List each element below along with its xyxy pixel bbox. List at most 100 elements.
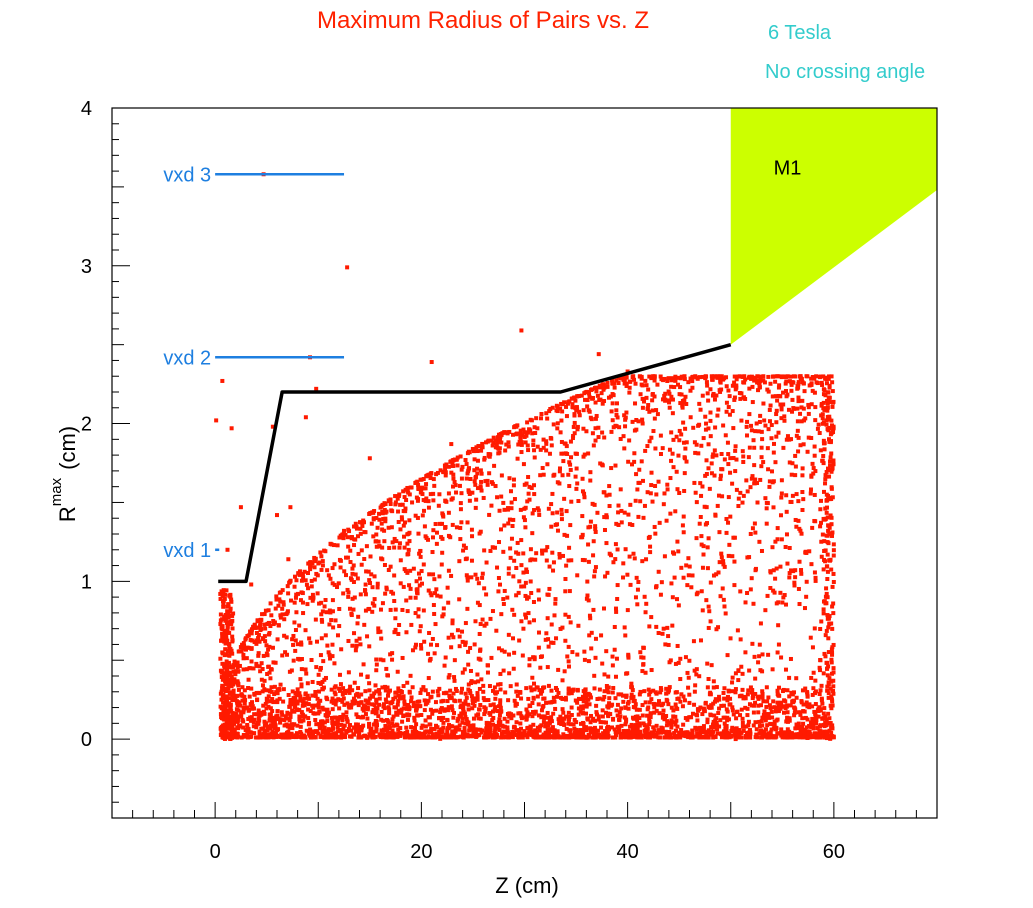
data-point bbox=[392, 536, 397, 541]
data-point bbox=[328, 656, 333, 661]
data-point bbox=[669, 581, 674, 586]
data-point bbox=[344, 555, 349, 560]
data-point bbox=[268, 706, 273, 711]
data-point bbox=[512, 725, 517, 730]
data-point bbox=[299, 735, 304, 740]
data-point bbox=[517, 439, 522, 444]
data-point bbox=[604, 720, 609, 725]
data-point bbox=[413, 611, 418, 616]
data-point bbox=[721, 562, 726, 567]
data-point bbox=[243, 647, 248, 652]
data-point bbox=[299, 640, 304, 645]
data-point bbox=[678, 656, 683, 661]
data-point bbox=[682, 377, 687, 382]
data-point bbox=[595, 393, 600, 398]
data-point bbox=[536, 630, 541, 635]
data-point bbox=[359, 692, 364, 697]
data-point bbox=[467, 728, 472, 733]
data-point bbox=[509, 716, 514, 721]
data-point bbox=[418, 624, 423, 629]
data-point bbox=[801, 381, 806, 386]
data-point bbox=[397, 622, 402, 627]
data-point bbox=[305, 693, 310, 698]
data-point bbox=[738, 637, 743, 642]
data-point bbox=[386, 731, 391, 736]
data-point bbox=[663, 391, 668, 396]
data-point bbox=[239, 735, 244, 740]
data-point bbox=[393, 494, 398, 499]
data-point bbox=[258, 617, 263, 622]
data-point bbox=[783, 731, 788, 736]
data-point bbox=[220, 651, 225, 656]
data-point bbox=[757, 654, 762, 659]
data-point bbox=[639, 459, 644, 464]
data-point bbox=[431, 572, 436, 577]
data-point bbox=[681, 733, 686, 738]
data-point bbox=[673, 714, 678, 719]
data-point bbox=[616, 522, 621, 527]
data-point bbox=[347, 690, 352, 695]
data-point bbox=[367, 724, 372, 729]
data-point bbox=[400, 517, 405, 522]
data-point bbox=[304, 701, 309, 706]
data-point bbox=[781, 390, 786, 395]
data-point bbox=[635, 730, 640, 735]
data-point bbox=[561, 710, 566, 715]
data-point bbox=[774, 412, 779, 417]
data-point bbox=[812, 376, 817, 381]
data-point bbox=[632, 451, 637, 456]
data-point bbox=[410, 685, 415, 690]
data-point bbox=[518, 436, 523, 441]
data-point bbox=[810, 645, 815, 650]
data-point bbox=[323, 598, 328, 603]
data-point bbox=[766, 467, 771, 472]
data-point bbox=[455, 718, 460, 723]
data-point bbox=[417, 576, 422, 581]
data-point bbox=[432, 591, 437, 596]
data-point bbox=[581, 699, 586, 704]
data-point bbox=[809, 725, 814, 730]
data-point bbox=[547, 719, 552, 724]
data-point bbox=[801, 702, 806, 707]
data-point bbox=[734, 377, 739, 382]
data-point bbox=[472, 479, 477, 484]
data-point bbox=[439, 727, 444, 732]
data-point bbox=[292, 600, 297, 605]
data-point bbox=[708, 387, 713, 392]
data-point bbox=[565, 654, 570, 659]
data-point bbox=[350, 643, 355, 648]
data-point bbox=[628, 502, 633, 507]
data-point bbox=[582, 692, 587, 697]
data-point bbox=[792, 583, 797, 588]
data-point bbox=[554, 687, 559, 692]
data-point bbox=[249, 686, 254, 691]
data-point bbox=[428, 722, 433, 727]
data-point bbox=[826, 721, 831, 726]
data-point bbox=[677, 438, 682, 443]
data-point bbox=[823, 720, 828, 725]
data-point bbox=[581, 408, 586, 413]
data-point bbox=[699, 542, 704, 547]
data-point bbox=[275, 733, 280, 738]
data-point bbox=[758, 703, 763, 708]
data-point bbox=[421, 608, 426, 613]
data-point bbox=[512, 558, 517, 563]
data-point bbox=[433, 522, 438, 527]
data-point bbox=[254, 735, 259, 740]
data-point bbox=[335, 722, 340, 727]
data-point bbox=[398, 502, 403, 507]
data-point bbox=[614, 378, 619, 383]
data-point bbox=[684, 730, 689, 735]
data-point bbox=[559, 401, 564, 406]
data-point bbox=[499, 473, 504, 478]
data-point bbox=[235, 660, 240, 665]
data-point bbox=[663, 729, 668, 734]
data-point bbox=[590, 718, 595, 723]
data-point bbox=[449, 470, 454, 475]
data-point bbox=[490, 443, 495, 448]
data-point bbox=[549, 640, 554, 645]
data-point bbox=[559, 451, 564, 456]
data-point bbox=[365, 716, 370, 721]
data-point bbox=[292, 574, 297, 579]
data-point bbox=[784, 532, 789, 537]
